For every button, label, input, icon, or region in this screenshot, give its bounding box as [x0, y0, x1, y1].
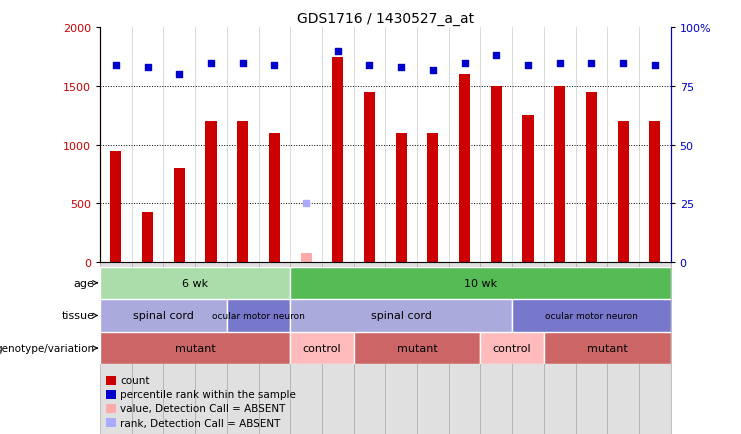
Point	[142, 65, 153, 72]
Bar	[290, 267, 671, 299]
Bar	[110, 151, 122, 263]
Bar	[480, 332, 544, 365]
Text: 6 wk: 6 wk	[182, 278, 208, 288]
Bar	[396, 134, 407, 263]
Text: control: control	[493, 343, 531, 353]
Bar	[301, 253, 312, 263]
Bar	[195, 263, 227, 434]
Bar	[173, 169, 185, 263]
Bar	[100, 267, 290, 299]
Bar	[639, 263, 671, 434]
Text: rank, Detection Call = ABSENT: rank, Detection Call = ABSENT	[120, 418, 280, 427]
Point	[427, 67, 439, 74]
Bar	[480, 263, 512, 434]
Text: 10 wk: 10 wk	[464, 278, 497, 288]
Bar	[332, 57, 343, 263]
Bar	[100, 332, 290, 365]
Title: GDS1716 / 1430527_a_at: GDS1716 / 1430527_a_at	[296, 12, 474, 26]
Bar	[205, 122, 216, 263]
Bar	[164, 263, 195, 434]
Point	[205, 60, 217, 67]
Bar	[106, 404, 116, 413]
Bar	[522, 116, 534, 263]
Point	[395, 65, 407, 72]
Bar	[237, 122, 248, 263]
Point	[110, 62, 122, 69]
Bar	[290, 332, 353, 365]
Bar	[227, 263, 259, 434]
Bar	[132, 263, 164, 434]
Bar	[449, 263, 480, 434]
Bar	[617, 122, 628, 263]
Bar	[100, 263, 132, 434]
Bar	[554, 87, 565, 263]
Text: spinal cord: spinal cord	[370, 311, 431, 321]
Point	[585, 60, 597, 67]
Bar	[227, 299, 290, 332]
Text: mutant: mutant	[396, 343, 437, 353]
Point	[364, 62, 376, 69]
Bar	[290, 299, 512, 332]
Point	[649, 62, 661, 69]
Bar	[576, 263, 607, 434]
Bar	[100, 299, 227, 332]
Bar	[417, 263, 449, 434]
Text: ocular motor neuron: ocular motor neuron	[545, 311, 638, 320]
Bar	[353, 332, 480, 365]
Bar	[544, 332, 671, 365]
Bar	[385, 263, 417, 434]
Bar	[364, 93, 375, 263]
Point	[300, 201, 312, 207]
Point	[459, 60, 471, 67]
Text: percentile rank within the sample: percentile rank within the sample	[120, 389, 296, 399]
Point	[332, 48, 344, 55]
Bar	[259, 263, 290, 434]
Point	[237, 60, 249, 67]
Text: age: age	[73, 278, 94, 288]
Bar	[459, 75, 470, 263]
Bar	[428, 134, 439, 263]
Text: control: control	[302, 343, 342, 353]
Point	[522, 62, 534, 69]
Bar	[607, 263, 639, 434]
Bar	[512, 299, 671, 332]
Bar	[106, 390, 116, 399]
Bar	[290, 263, 322, 434]
Point	[554, 60, 565, 67]
Bar	[322, 263, 353, 434]
Bar	[269, 134, 280, 263]
Bar	[106, 418, 116, 427]
Bar	[544, 263, 576, 434]
Point	[617, 60, 629, 67]
Text: mutant: mutant	[587, 343, 628, 353]
Text: tissue: tissue	[62, 311, 94, 321]
Text: value, Detection Call = ABSENT: value, Detection Call = ABSENT	[120, 404, 285, 414]
Point	[173, 72, 185, 79]
Bar	[586, 93, 597, 263]
Text: ocular motor neuron: ocular motor neuron	[212, 311, 305, 320]
Text: count: count	[120, 375, 150, 385]
Bar	[491, 87, 502, 263]
Bar	[649, 122, 660, 263]
Text: spinal cord: spinal cord	[133, 311, 194, 321]
Bar	[512, 263, 544, 434]
Bar	[106, 376, 116, 385]
Point	[268, 62, 280, 69]
Text: genotype/variation: genotype/variation	[0, 343, 94, 353]
Point	[491, 53, 502, 60]
Text: mutant: mutant	[175, 343, 216, 353]
Bar	[142, 212, 153, 263]
Bar	[353, 263, 385, 434]
